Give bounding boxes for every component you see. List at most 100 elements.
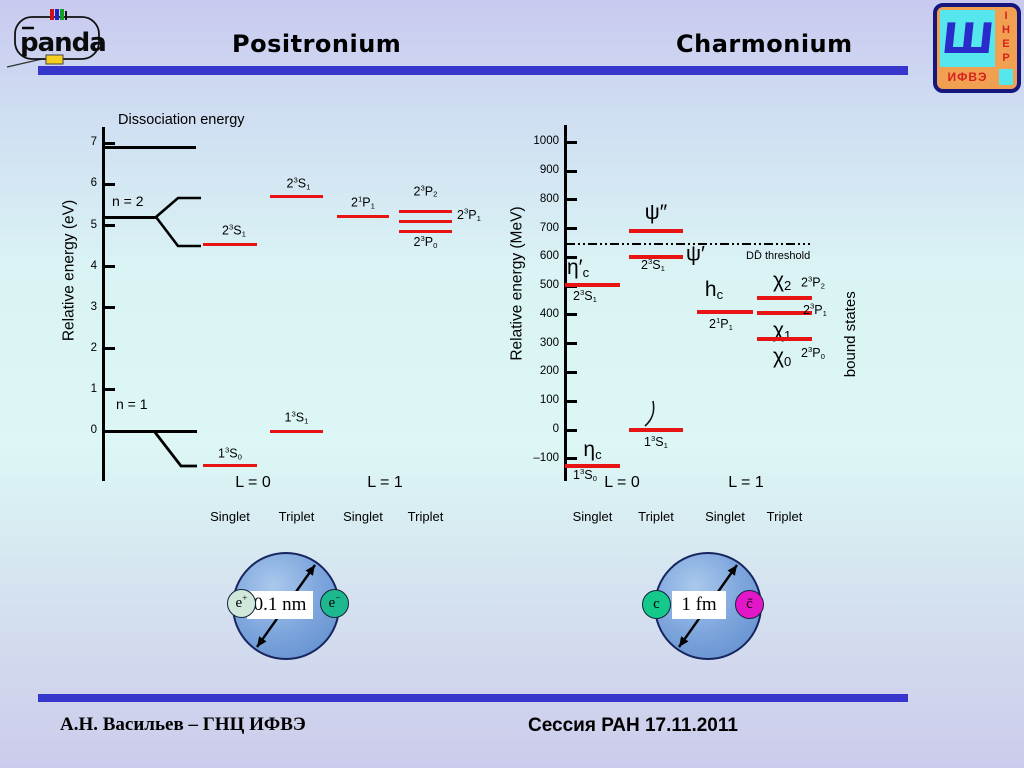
energy-level-line — [757, 310, 812, 315]
state-label: 23P1 — [803, 301, 827, 318]
axis-tick — [105, 141, 115, 145]
size-label: 1 fm — [672, 591, 726, 619]
particle-name-label: η′c — [567, 255, 590, 280]
detector-bar-blue — [55, 9, 59, 20]
level-annotation: n = 1 — [116, 396, 148, 412]
state-label: 23S1 — [573, 287, 597, 304]
state-label: 23S1 — [641, 257, 665, 274]
ihep-corner-square — [999, 69, 1013, 85]
energy-level-line — [757, 295, 812, 300]
black-level-line — [104, 145, 196, 149]
state-label: 13S0 — [573, 466, 597, 483]
particle-name-label: χ0 — [773, 345, 792, 370]
energy-level-line — [565, 463, 620, 468]
energy-level-line — [203, 242, 257, 246]
black-level-line — [104, 215, 156, 219]
column-label: Triplet — [766, 509, 803, 524]
n2-fork-upper — [155, 196, 201, 218]
particle-name-label: ψ″ — [644, 201, 668, 225]
energy-level-line — [399, 230, 452, 234]
column-group-label: L = 0 — [235, 474, 271, 491]
tick-label: 6 — [90, 177, 97, 190]
tick-label: 3 — [90, 300, 97, 313]
axis-tick — [105, 347, 115, 351]
state-label: 23P2 — [413, 182, 438, 199]
positron-label: e+ — [235, 594, 248, 611]
particle-name-label: ηc — [583, 437, 602, 463]
axis-tick — [105, 388, 115, 392]
state-label: 23P0 — [801, 344, 825, 362]
axis-tick — [567, 169, 577, 173]
panda-logo-graphic: panda — [6, 9, 107, 68]
bottom-divider-bar — [38, 694, 908, 702]
charmonium-atom-diagram: 1 fm c c̄ — [642, 546, 768, 666]
detector-bar-green — [60, 9, 64, 20]
axis-tick — [567, 428, 577, 432]
axis-title: Relative energy (MeV) — [508, 206, 526, 361]
energy-level-line — [629, 428, 683, 432]
ihep-logo-panel: Ш — [940, 10, 995, 67]
state-label: 23P1 — [457, 206, 481, 224]
particle-name-label: ψ′ — [686, 242, 705, 266]
axis-tick — [567, 342, 577, 346]
session-info: Сессия РАН 17.11.2011 — [528, 715, 738, 736]
energy-level-line — [399, 210, 452, 214]
energy-level-line — [270, 195, 323, 199]
charm-quark-particle: c — [642, 590, 671, 619]
tick-label: 7 — [90, 136, 97, 149]
title-positronium: Positronium — [232, 30, 402, 58]
detector-bar-black — [65, 11, 67, 20]
threshold-line — [566, 242, 810, 245]
column-label: Singlet — [705, 509, 745, 524]
state-label: 13S1 — [284, 409, 309, 426]
axis-tick — [105, 224, 115, 227]
tick-label: 800 — [539, 192, 559, 205]
level-annotation: n = 2 — [112, 193, 144, 209]
axis-tick — [567, 370, 577, 374]
energy-level-line — [757, 337, 812, 342]
top-divider-bar — [38, 66, 908, 75]
bound-states-label: bound states — [841, 291, 859, 378]
energy-level-line — [270, 429, 323, 433]
title-charmonium: Charmonium — [676, 30, 853, 58]
level-annotation: Dissociation energy — [118, 112, 245, 128]
state-label: 13S0 — [218, 445, 242, 462]
positronium-atom-diagram: 0.1 nm e+ e− — [226, 546, 349, 666]
axis-tick — [567, 227, 577, 231]
n1-fork — [152, 430, 197, 468]
energy-level-line — [629, 255, 683, 260]
author-credit: А.Н. Васильев – ГНЦ ИФВЭ — [60, 714, 306, 735]
tick-label: 1 — [90, 382, 97, 395]
axis-tick — [105, 306, 115, 310]
ihep-logo: Ш IHEP ИФВЭ — [933, 3, 1021, 93]
tick-label: 900 — [539, 164, 559, 177]
energy-level-line — [399, 219, 452, 223]
state-label: 23P0 — [413, 233, 438, 250]
tick-label: 0 — [552, 423, 559, 435]
column-label: Triplet — [407, 509, 444, 524]
particle-name-label: hc — [704, 278, 724, 303]
tick-label: 500 — [539, 279, 559, 292]
state-label: 23S1 — [286, 175, 311, 192]
tick-label: 4 — [90, 259, 97, 272]
tick-label: 400 — [539, 307, 559, 320]
jpsi-curve — [644, 400, 655, 427]
beam-line — [6, 58, 43, 68]
state-label: 21P1 — [351, 194, 375, 211]
axis-tick — [567, 198, 577, 202]
column-group-label: L = 1 — [367, 474, 403, 491]
energy-level-line — [629, 229, 683, 234]
n2-fork-lower — [154, 216, 201, 248]
energy-level-line — [203, 464, 257, 468]
axis-title: Relative energy (eV) — [60, 199, 78, 342]
tick-label: 5 — [90, 218, 97, 231]
charm-quark-label: c — [653, 596, 660, 612]
tick-label: 600 — [539, 250, 559, 263]
ihep-glyph-icon: Ш — [940, 13, 995, 63]
axis-tick — [567, 399, 577, 403]
detector-bar-red — [50, 9, 54, 20]
energy-level-line — [565, 282, 620, 287]
energy-level-line — [337, 214, 389, 218]
axis-tick — [105, 265, 115, 269]
